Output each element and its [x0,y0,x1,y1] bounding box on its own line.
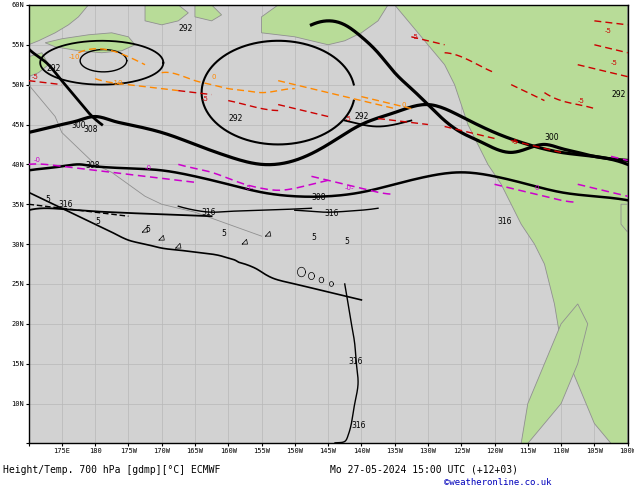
Polygon shape [261,5,388,45]
Text: 5: 5 [311,233,316,242]
Text: Mo 27-05-2024 15:00 UTC (+12+03): Mo 27-05-2024 15:00 UTC (+12+03) [330,465,518,475]
Text: ©weatheronline.co.uk: ©weatheronline.co.uk [444,478,552,487]
Text: 5: 5 [345,237,349,246]
Polygon shape [621,204,628,232]
Text: Height/Temp. 700 hPa [gdmp][°C] ECMWF: Height/Temp. 700 hPa [gdmp][°C] ECMWF [3,465,221,475]
Text: 5: 5 [145,225,150,234]
Polygon shape [29,53,48,76]
Text: -5: -5 [345,116,352,122]
Text: 316: 316 [325,209,339,218]
Text: -5: -5 [202,96,209,101]
Text: 300: 300 [72,122,86,130]
Text: 0: 0 [212,74,216,80]
Text: -5: -5 [411,34,418,40]
Text: -0-: -0- [345,185,354,191]
Text: 292: 292 [47,64,61,73]
Text: 292: 292 [228,114,243,122]
Text: 316: 316 [58,200,73,209]
Text: -5: -5 [32,74,39,80]
Text: 300: 300 [545,133,559,143]
Text: 292: 292 [611,90,625,98]
Text: 308: 308 [311,193,326,202]
Text: -0: -0 [145,165,152,172]
Text: -10: -10 [68,54,80,60]
Text: 5: 5 [221,229,226,238]
Text: 316: 316 [351,420,366,430]
Text: 308: 308 [85,161,100,171]
Text: 0: 0 [534,185,539,191]
Polygon shape [521,304,588,443]
Text: -5: -5 [611,60,618,66]
Text: 316: 316 [348,357,363,366]
Text: -5-: -5- [245,185,254,191]
Polygon shape [394,5,628,443]
Polygon shape [29,5,88,45]
Polygon shape [195,5,221,21]
Text: -10: -10 [112,80,123,86]
Text: 5: 5 [95,217,100,226]
Text: 316: 316 [202,208,216,218]
Text: 5: 5 [45,195,50,204]
Text: 0: 0 [401,101,406,108]
Text: -0: -0 [34,157,41,163]
Polygon shape [45,33,135,53]
Text: 292: 292 [178,24,193,33]
Text: 292: 292 [354,112,369,121]
Text: 308: 308 [84,125,98,134]
Text: -5: -5 [604,28,611,34]
Text: -5: -5 [511,140,518,146]
Text: 316: 316 [498,217,512,226]
Polygon shape [145,5,188,25]
Text: -5: -5 [578,98,585,103]
